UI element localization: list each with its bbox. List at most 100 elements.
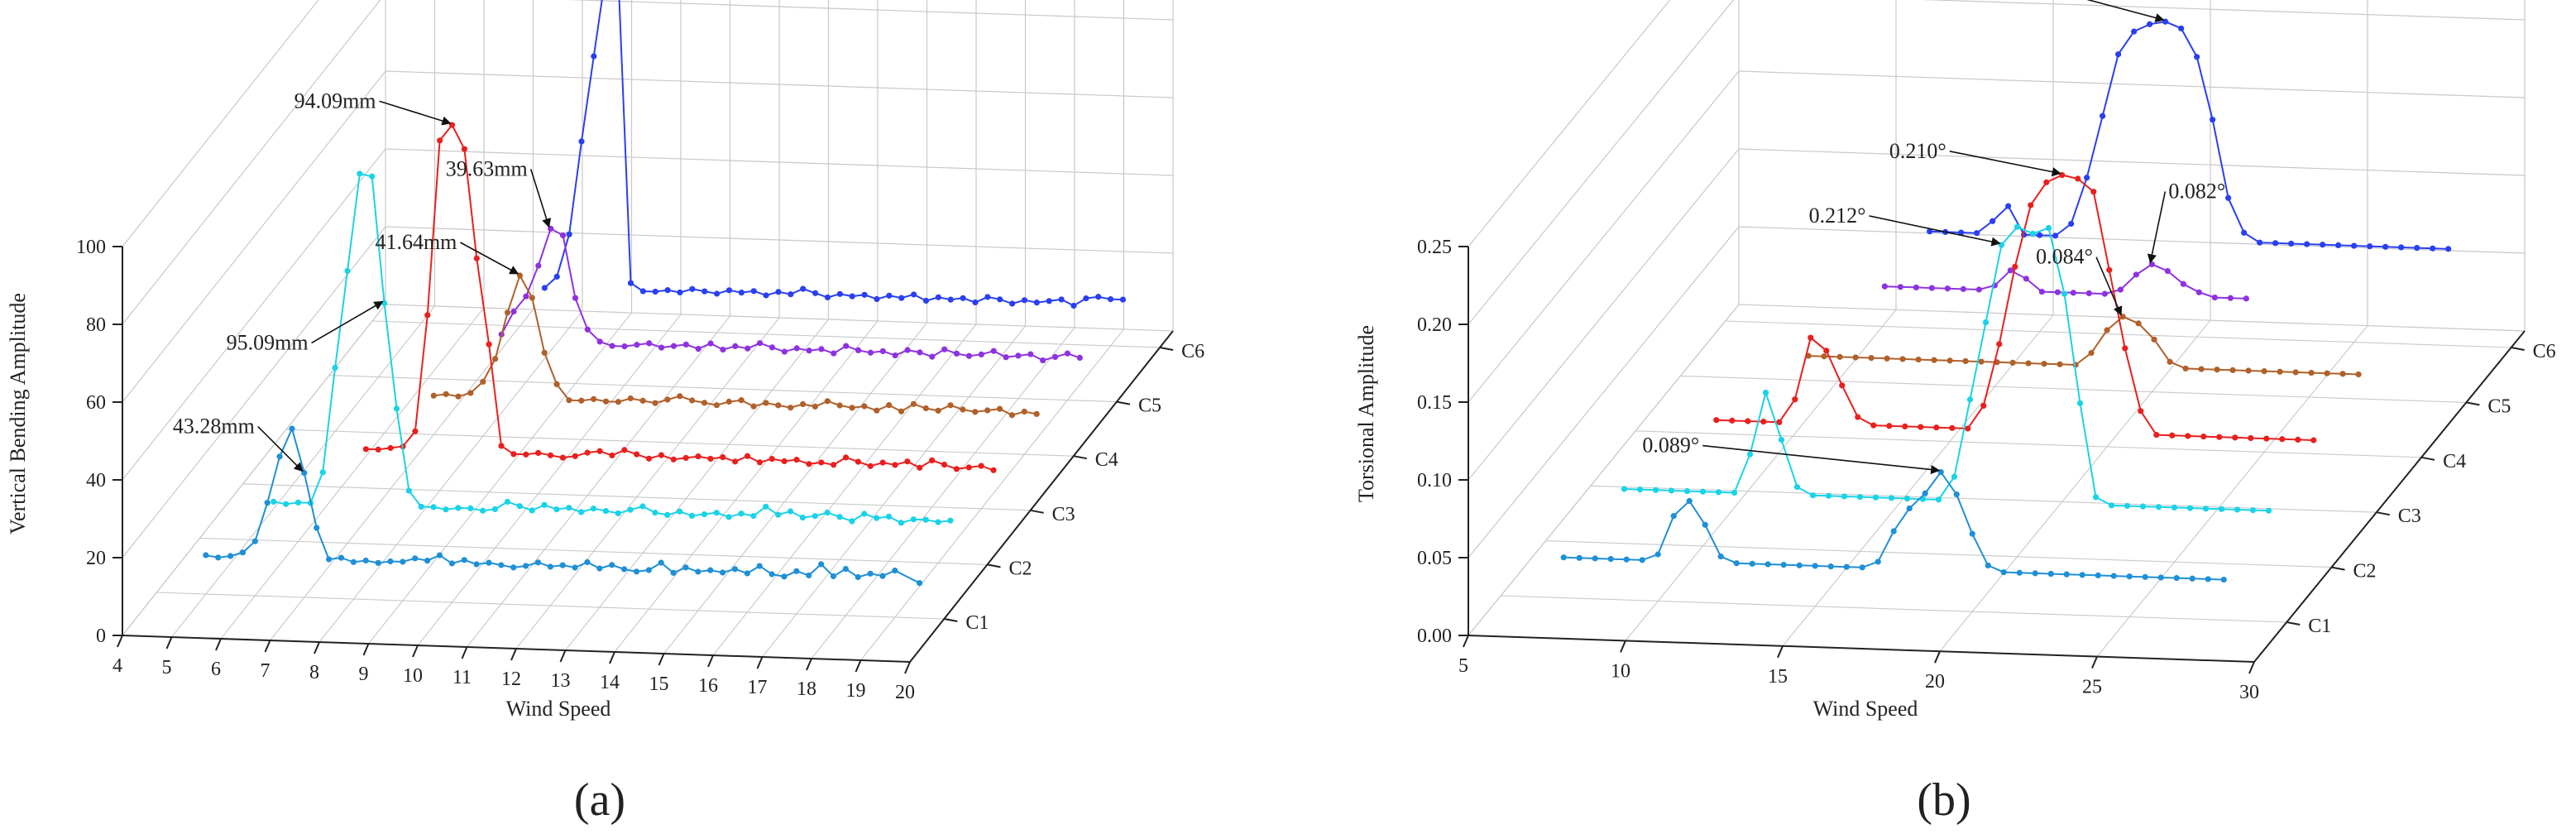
data-point xyxy=(591,395,597,402)
side-wall-gridline xyxy=(122,226,386,558)
data-point xyxy=(510,564,517,571)
data-point xyxy=(2351,242,2358,249)
data-point xyxy=(695,346,701,352)
data-point xyxy=(892,352,898,359)
data-point xyxy=(2414,245,2420,252)
floor-category-line xyxy=(242,483,1031,511)
y-tick-label: 0.20 xyxy=(1417,314,1452,336)
data-point xyxy=(621,447,628,453)
data-point xyxy=(627,506,634,513)
data-point xyxy=(750,288,757,295)
data-point xyxy=(1040,357,1046,364)
data-point xyxy=(1935,496,1942,503)
data-point xyxy=(892,568,898,574)
category-label: C1 xyxy=(965,612,989,634)
data-point xyxy=(682,341,689,348)
data-point xyxy=(486,559,492,566)
x-tick-label: 5 xyxy=(162,657,172,678)
floor-gridline xyxy=(762,325,1026,658)
data-point xyxy=(1821,353,1827,360)
data-point xyxy=(695,568,701,575)
data-point xyxy=(2292,369,2299,376)
annotation-arrow xyxy=(1869,215,2001,247)
data-point xyxy=(1668,487,1675,494)
data-point xyxy=(2218,506,2225,512)
data-point xyxy=(1949,424,1956,431)
data-point xyxy=(1931,357,1937,363)
data-point xyxy=(831,462,837,468)
data-point xyxy=(916,580,923,587)
data-point xyxy=(1870,422,1877,429)
data-point xyxy=(510,451,517,458)
data-point xyxy=(387,558,394,565)
data-point xyxy=(437,137,443,144)
data-point xyxy=(941,346,948,352)
data-point xyxy=(849,293,855,300)
back-wall-gridline xyxy=(1738,304,2526,332)
data-point xyxy=(400,558,406,565)
data-point xyxy=(1796,562,1803,568)
data-point xyxy=(1760,419,1767,425)
back-wall-gridline xyxy=(1920,0,2526,21)
data-point xyxy=(547,563,553,570)
data-point xyxy=(788,291,794,298)
data-point xyxy=(2308,369,2315,376)
panel-a-vertical-bending-chart: 0 20 40 60 80 100 4 5 6 7 8 9 10 11 12 13 14 15 16 17 18 19 20… xyxy=(6,0,1204,826)
data-point xyxy=(2324,370,2330,376)
data-point xyxy=(412,555,419,562)
data-point xyxy=(1033,300,1040,306)
data-point xyxy=(1058,296,1065,303)
data-point xyxy=(2005,203,2012,209)
data-point xyxy=(1793,484,1801,491)
data-point xyxy=(1702,521,1708,528)
z-axis-line xyxy=(909,330,1174,663)
data-point xyxy=(2195,289,2202,295)
data-point xyxy=(2084,175,2090,181)
data-point xyxy=(2232,434,2238,441)
data-point xyxy=(645,455,653,462)
back-wall-gridline xyxy=(385,70,1174,98)
category-tick xyxy=(2286,621,2301,626)
data-point xyxy=(430,504,437,510)
data-point xyxy=(504,498,510,506)
data-point xyxy=(1915,356,1922,363)
data-point xyxy=(830,573,837,580)
data-point xyxy=(424,312,431,319)
data-point xyxy=(1903,495,1911,502)
floor-gridline xyxy=(122,304,386,636)
data-point xyxy=(2205,576,2211,582)
back-wall-gridline xyxy=(1738,70,2526,98)
data-point xyxy=(609,452,615,459)
data-point xyxy=(2153,432,2160,439)
data-point xyxy=(467,390,474,396)
category-label: C3 xyxy=(1052,504,1075,525)
data-point xyxy=(738,290,745,296)
annotation-label: 0.082° xyxy=(2168,179,2225,203)
data-point xyxy=(535,262,542,269)
data-point xyxy=(1859,564,1865,571)
data-point xyxy=(1639,557,1645,563)
series-line-c6 xyxy=(1929,21,2449,250)
x-tick-label: 5 xyxy=(1458,655,1468,677)
data-point xyxy=(707,340,714,347)
x-tick xyxy=(707,654,714,668)
data-point xyxy=(461,146,467,152)
data-point xyxy=(1965,425,1971,432)
data-point xyxy=(664,511,671,519)
data-point xyxy=(953,350,960,357)
data-point xyxy=(2090,189,2097,195)
data-point xyxy=(806,461,812,467)
data-point xyxy=(886,402,893,409)
data-point xyxy=(2335,242,2342,248)
data-point xyxy=(473,255,480,261)
x-tick xyxy=(609,651,615,664)
data-point xyxy=(689,285,696,292)
data-point xyxy=(664,396,671,403)
data-point xyxy=(498,562,505,568)
data-point xyxy=(2088,349,2095,357)
data-point xyxy=(701,510,707,518)
data-point xyxy=(294,499,302,506)
data-point xyxy=(2249,507,2257,514)
data-point xyxy=(362,557,369,564)
annotation-label: 0.084° xyxy=(2036,245,2093,269)
